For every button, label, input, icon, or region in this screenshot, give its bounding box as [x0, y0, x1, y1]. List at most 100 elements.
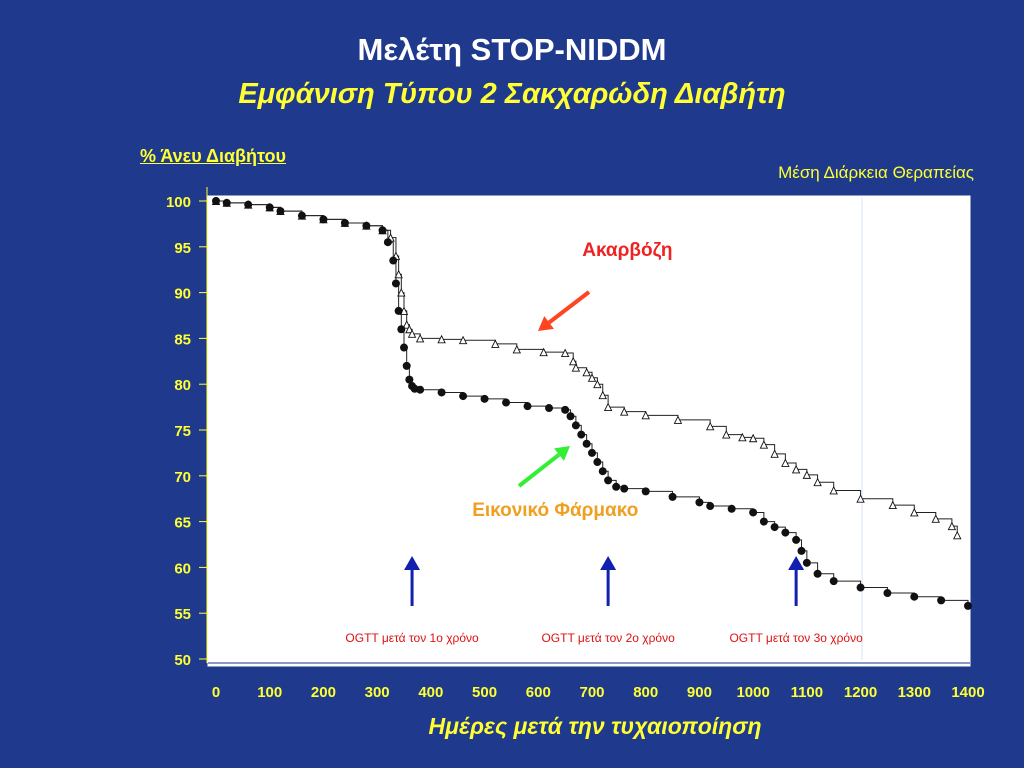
series-point-acarbose	[593, 379, 602, 389]
placebo-arrow-shaft	[517, 453, 561, 488]
x-tick-label: 100	[257, 684, 282, 701]
y-tick-label: 65	[174, 515, 191, 532]
series-point-acarbose	[598, 390, 607, 400]
y-tick-label: 50	[174, 652, 191, 669]
x-tick-label: 1000	[736, 684, 769, 701]
series-point-placebo	[781, 528, 790, 537]
y-tick-label: 90	[174, 286, 191, 303]
series-point-placebo	[319, 215, 328, 224]
ogtt-label-2: OGTT μετά τον 2ο χρόνο	[541, 631, 675, 645]
y-tick-label: 55	[174, 606, 191, 623]
series-point-placebo	[910, 592, 919, 601]
series-point-placebo	[297, 211, 306, 220]
series-point-placebo	[588, 448, 596, 457]
x-tick-label: 1400	[951, 684, 984, 701]
series-point-placebo	[802, 558, 811, 567]
y-tick-label: 80	[174, 377, 191, 394]
series-point-acarbose	[738, 432, 747, 442]
x-tick-label: 1200	[844, 684, 877, 701]
series-point-acarbose	[770, 449, 779, 458]
series-point-acarbose	[397, 288, 406, 297]
series-point-acarbose	[759, 440, 769, 449]
x-tick-label: 1300	[898, 684, 931, 701]
placebo-arrow	[517, 446, 570, 488]
series-point-acarbose	[722, 430, 731, 439]
series-point-placebo	[856, 583, 865, 592]
series-point-placebo	[883, 589, 892, 598]
series-point-placebo	[749, 508, 758, 517]
series-point-placebo	[829, 577, 838, 586]
series-point-acarbose	[673, 415, 683, 424]
series-point-acarbose	[539, 347, 548, 357]
series-point-placebo	[612, 482, 621, 491]
series-point-acarbose	[829, 485, 838, 495]
y-axis-label: % Άνευ Διαβήτου	[140, 146, 287, 166]
series-point-placebo	[437, 388, 446, 397]
x-tick-label: 200	[311, 684, 336, 701]
series-point-placebo	[222, 198, 231, 207]
y-tick-label: 95	[174, 240, 191, 257]
series-point-placebo	[276, 207, 285, 216]
series-point-placebo	[566, 412, 575, 421]
x-axis-label: Ημέρες μετά την τυχαιοποίηση	[428, 713, 762, 739]
series-point-acarbose	[587, 373, 597, 382]
series-point-acarbose	[437, 334, 446, 344]
series-point-acarbose	[856, 494, 865, 503]
acarbose-arrow	[538, 290, 591, 331]
x-tick-label: 900	[687, 684, 712, 701]
series-point-acarbose	[813, 477, 822, 487]
series-point-acarbose	[802, 470, 812, 479]
series-point-placebo	[523, 402, 532, 411]
series-point-placebo	[577, 430, 586, 439]
y-tick-label: 70	[174, 469, 191, 486]
acarbose-arrow-shaft	[547, 290, 591, 325]
series-point-placebo	[402, 361, 411, 370]
ogtt-arrow-3-head	[788, 556, 805, 570]
x-tick-label: 400	[418, 684, 443, 701]
series-point-placebo	[964, 601, 972, 610]
x-tick-label: 0	[212, 684, 220, 701]
series-point-placebo	[383, 238, 392, 247]
y-tick-label: 100	[166, 194, 191, 211]
x-tick-label: 600	[526, 684, 551, 701]
series-point-placebo	[212, 197, 220, 205]
acarbose-arrow-head	[538, 316, 554, 331]
series-point-acarbose	[620, 407, 629, 416]
series-point-placebo	[340, 218, 349, 227]
series-point-placebo	[598, 467, 607, 476]
series-point-placebo	[391, 279, 400, 288]
series-point-placebo	[727, 504, 736, 513]
plot-area	[207, 195, 971, 667]
series-point-placebo	[405, 375, 414, 384]
placebo-label: Εικονικό Φάρμακο	[472, 500, 638, 521]
series-point-acarbose	[641, 410, 650, 420]
series-point-placebo	[459, 392, 468, 401]
series-point-acarbose	[931, 514, 940, 523]
series-point-acarbose	[402, 320, 411, 329]
series-point-placebo	[394, 306, 403, 315]
series-point-placebo	[593, 458, 602, 467]
series-point-acarbose	[405, 324, 414, 334]
series-point-placebo	[792, 535, 801, 544]
series-point-placebo	[362, 221, 371, 230]
series-point-placebo	[813, 569, 822, 578]
series-point-acarbose	[512, 344, 522, 354]
x-tick-label: 800	[633, 684, 658, 701]
series-point-placebo	[502, 398, 511, 407]
series-point-acarbose	[407, 329, 417, 338]
series-point-placebo	[378, 226, 387, 235]
series-point-acarbose	[953, 530, 962, 540]
series-point-placebo	[561, 405, 570, 414]
series-point-placebo	[416, 385, 425, 394]
ogtt-arrow-1-head	[404, 556, 421, 570]
series-point-placebo	[480, 394, 489, 403]
series-point-acarbose	[947, 521, 957, 531]
series-point-placebo	[582, 439, 591, 448]
x-tick-label: 300	[365, 684, 390, 701]
y-tick-label: 60	[174, 560, 191, 577]
acarbose-label: Ακαρβόζη	[582, 240, 672, 261]
series-point-acarbose	[458, 335, 468, 345]
series-point-acarbose	[394, 269, 403, 279]
series-point-placebo	[641, 487, 650, 496]
series-point-placebo	[571, 421, 580, 430]
